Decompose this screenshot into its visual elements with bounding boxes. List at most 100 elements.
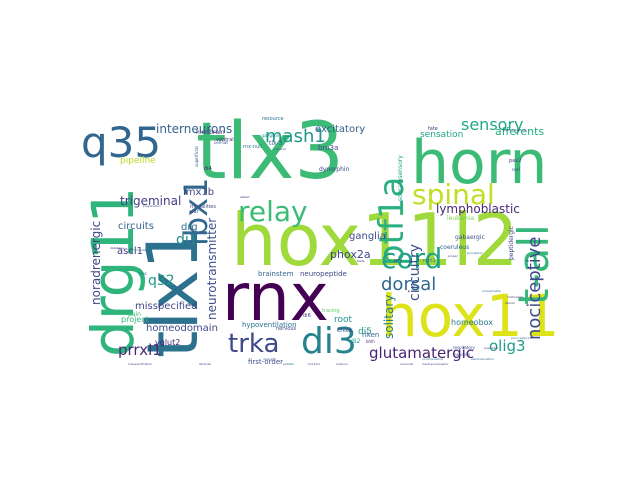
cloud-word: database — [110, 246, 124, 250]
cloud-word: pruriceptors — [511, 336, 530, 340]
cloud-word: cell-tat — [214, 140, 228, 145]
cloud-word: glutamatergic — [369, 344, 474, 362]
cloud-word: hox11l2 — [231, 198, 519, 282]
cloud-word: neuronal — [400, 362, 413, 366]
cloud-word: modalities — [190, 204, 216, 210]
cloud-word: tlx1 — [132, 225, 214, 358]
cloud-word: hindbrain — [196, 129, 225, 136]
cloud-word: electroporation — [471, 357, 494, 361]
cloud-word: hypoventilation — [242, 321, 297, 329]
cloud-word: di1 — [176, 232, 198, 248]
cloud-word: anterior — [336, 362, 349, 366]
cloud-word: rnx — [222, 259, 329, 336]
cloud-word: precursor — [484, 346, 499, 350]
cloud-word: q35 — [81, 118, 161, 167]
cloud-word: coeruleus — [440, 244, 469, 251]
cloud-word: solitary — [382, 295, 396, 339]
cloud-word: phox2a — [330, 248, 371, 261]
cloud-word: di4 — [204, 166, 212, 172]
cloud-word: interneurons — [156, 122, 232, 136]
cloud-word: roof — [512, 167, 520, 172]
cloud-word: ventral — [216, 137, 234, 143]
cloud-word: ganglia — [349, 231, 386, 242]
cloud-word: pain — [128, 311, 141, 318]
cloud-word: visceral — [274, 147, 286, 151]
cloud-word: excitatory — [315, 124, 365, 135]
cloud-word: horn — [411, 128, 547, 198]
cloud-word: dynorphin — [319, 166, 350, 173]
cloud-word: libraries — [199, 362, 212, 366]
cloud-word: dorsal — [381, 274, 436, 295]
cloud-word: afferents — [495, 125, 544, 138]
cloud-word: di3 — [301, 321, 357, 362]
cloud-word: diversity — [263, 357, 276, 361]
cloud-word: alar — [189, 209, 200, 215]
cloud-word: brainstem — [258, 270, 294, 278]
cloud-word: lbx1 — [177, 178, 215, 247]
cloud-word: somatosensory — [397, 155, 404, 201]
cloud-word: relay — [238, 195, 308, 228]
cloud-word: proper — [448, 254, 459, 258]
cloud-word: lateral — [505, 301, 515, 305]
cloud-word: rnx-null — [243, 144, 262, 150]
cloud-word: prv — [394, 258, 402, 264]
cloud-word: nervous — [276, 326, 296, 332]
cloud-word: noradrenaline — [422, 357, 443, 361]
cloud-word: homeobox — [451, 318, 493, 327]
cloud-word: tlx3 — [196, 107, 344, 197]
cloud-word: elated — [240, 195, 250, 199]
cloud-word: sensory — [461, 115, 524, 134]
cloud-word: neurons — [454, 352, 470, 357]
cloud-word: ngn1 — [423, 258, 436, 264]
cloud-word: first-order — [248, 358, 283, 366]
cloud-word: mechanoreceptor — [422, 362, 449, 366]
cloud-word: t-all — [509, 224, 558, 305]
cloud-word: homeodomain — [146, 323, 218, 334]
cloud-word: olig3 — [489, 337, 526, 355]
cloud-word: spinal — [412, 178, 495, 211]
cloud-word: cholinergic — [507, 295, 524, 299]
cloud-word: drg11 — [79, 187, 147, 357]
cloud-word: cord — [381, 242, 442, 275]
cloud-word: vglut2 — [155, 338, 180, 347]
cloud-word: hydrocode — [130, 248, 146, 252]
cloud-word: mash1 — [265, 126, 326, 147]
cloud-word: neuropeptide — [300, 270, 347, 278]
cloud-word: q32 — [148, 273, 175, 289]
cloud-word: brn3a — [318, 144, 338, 152]
cloud-word: bhlh — [366, 339, 375, 344]
cloud-word: neurotransmitter — [205, 218, 219, 320]
cloud-word: unreachable — [482, 289, 501, 293]
cloud-word: chick — [337, 327, 353, 334]
cloud-word: tracing — [322, 308, 340, 314]
cloud-word: misspecification — [128, 362, 152, 366]
cloud-word: leukemia — [447, 215, 475, 222]
cloud-word: preparation — [143, 204, 161, 208]
cloud-word: taste — [357, 259, 365, 263]
cloud-word: misspecified — [135, 301, 198, 312]
cloud-word: project — [121, 315, 149, 324]
cloud-word: pax2 — [509, 158, 521, 164]
cloud-word: ganglion — [262, 133, 280, 138]
cloud-word: cryptic — [118, 266, 138, 273]
cloud-word: resource — [262, 116, 284, 122]
cloud-word: trac — [139, 271, 147, 276]
cloud-word: trigeminal — [120, 194, 181, 208]
cloud-word: respiratory — [453, 345, 476, 350]
cloud-word: spatio-temporal — [502, 128, 526, 132]
cloud-word: riken — [362, 331, 379, 339]
cloud-word: hox11 — [381, 282, 560, 350]
cloud-word: sensation — [420, 130, 463, 140]
cloud-word: lmx1b — [183, 187, 214, 198]
cloud-word: peltate — [283, 362, 294, 366]
cloud-word: pipeline — [120, 156, 156, 166]
cloud-word: root — [334, 315, 353, 325]
cloud-word: tlx-3 — [269, 140, 283, 147]
cloud-word: di6 — [303, 313, 311, 319]
cloud-word: prrxl1 — [118, 341, 162, 359]
cloud-word: superficial — [194, 146, 199, 167]
cloud-word: trka — [228, 329, 279, 359]
cloud-word: circuits — [118, 221, 154, 232]
cloud-word: ptf1a — [372, 177, 412, 266]
